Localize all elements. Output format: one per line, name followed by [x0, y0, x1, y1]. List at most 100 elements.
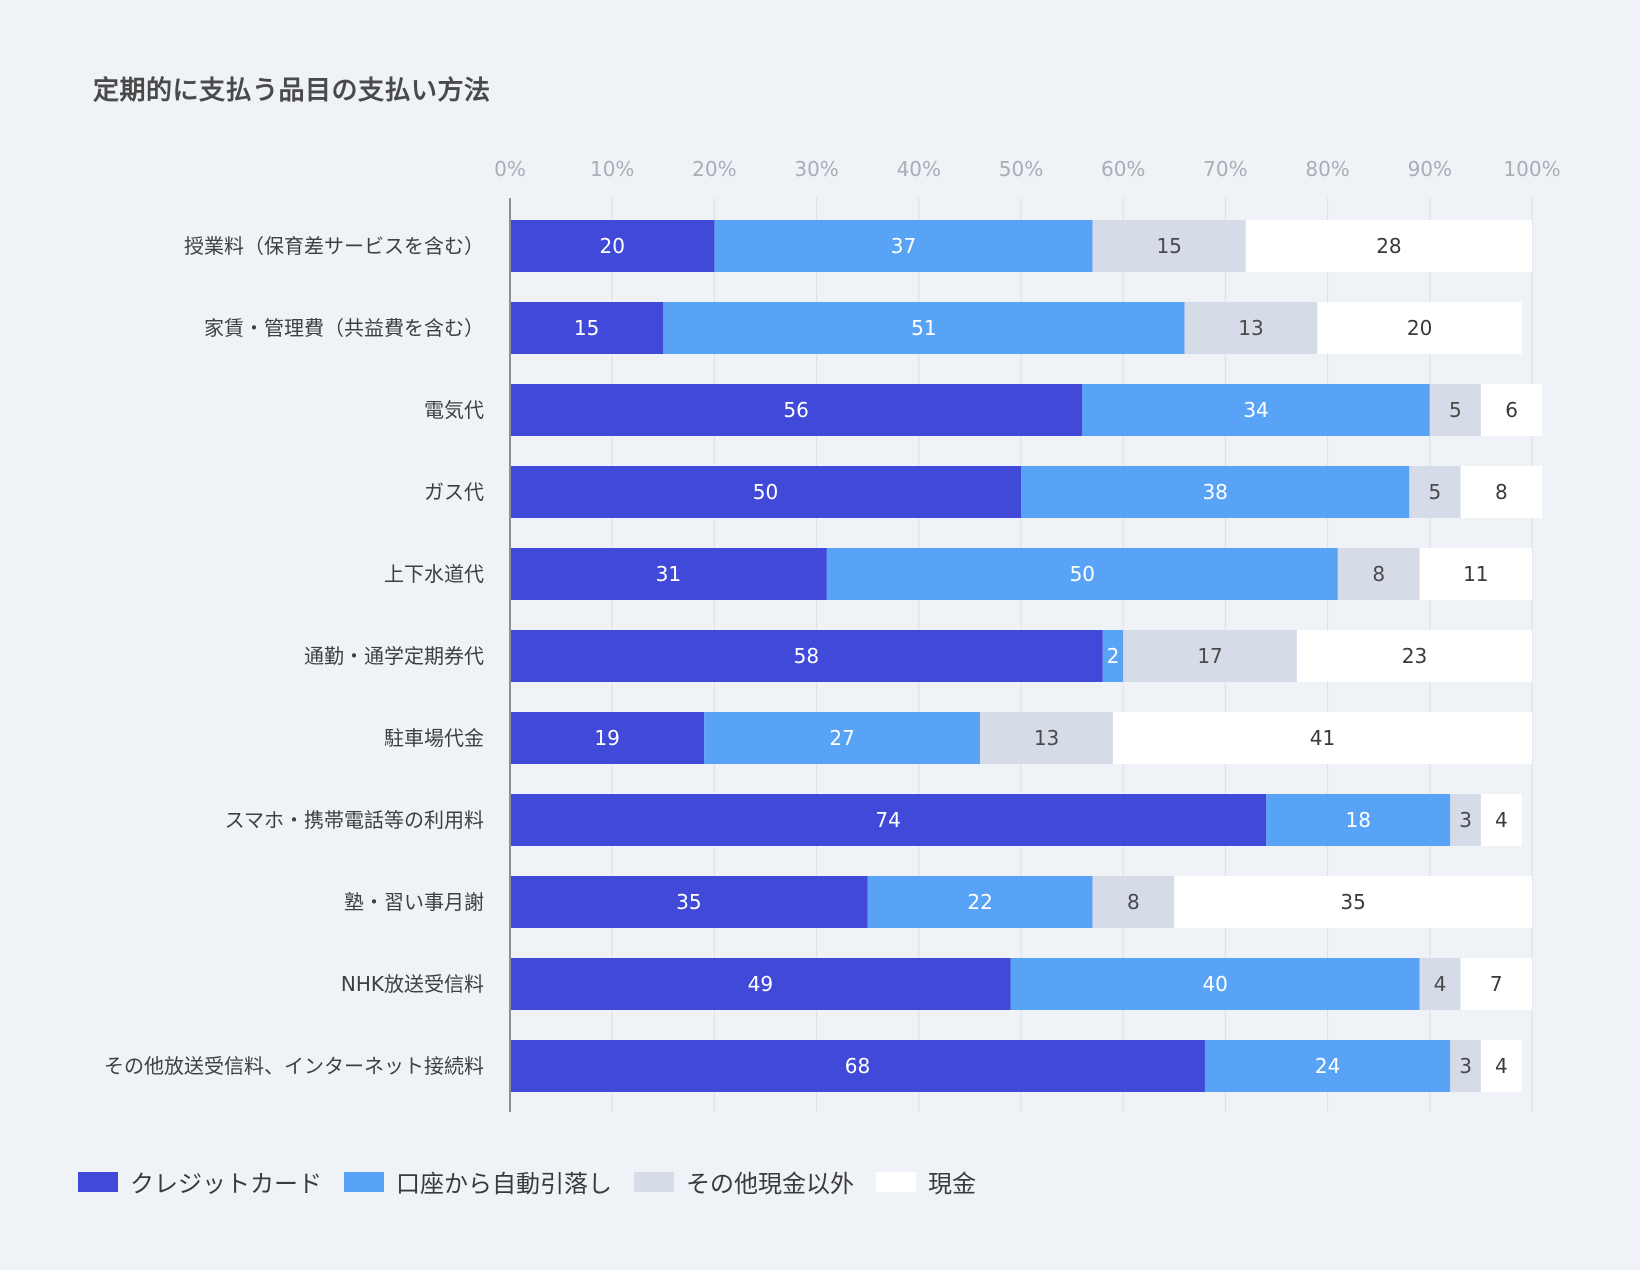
- bar-segment: [1174, 876, 1532, 928]
- data-label: 27: [829, 726, 854, 750]
- legend-label-cash: 現金: [928, 1170, 976, 1198]
- bar-segment: [510, 466, 1021, 518]
- bar-segment: [826, 548, 1338, 600]
- data-label: 18: [1346, 808, 1371, 832]
- bar-segment: [510, 384, 1083, 436]
- data-label: 13: [1034, 726, 1059, 750]
- data-label: 23: [1402, 644, 1427, 668]
- bar-segment: [1112, 712, 1532, 764]
- bar-segment: [1123, 630, 1297, 682]
- legend-swatch-other-non-cash: [634, 1171, 674, 1192]
- bar-segment: [1460, 466, 1543, 518]
- data-label: 2: [1107, 644, 1120, 668]
- bar-segment: [714, 220, 1093, 272]
- bar-segment: [1337, 548, 1420, 600]
- bar-segment: [510, 630, 1103, 682]
- bar-segment: [1480, 1040, 1522, 1092]
- data-label: 49: [748, 972, 773, 996]
- bar-segment: [1245, 220, 1532, 272]
- data-label: 22: [967, 890, 992, 914]
- legend-label-other-non-cash: その他現金以外: [686, 1170, 854, 1198]
- bar-segment: [1204, 1040, 1451, 1092]
- data-label: 3: [1459, 808, 1472, 832]
- data-label: 31: [656, 562, 681, 586]
- data-label: 5: [1449, 398, 1462, 422]
- bar-segment: [510, 794, 1267, 846]
- data-label: 40: [1202, 972, 1227, 996]
- data-label: 35: [1340, 890, 1365, 914]
- x-tick-label: 70%: [1203, 157, 1247, 181]
- data-label: 13: [1238, 316, 1263, 340]
- data-label: 15: [1156, 234, 1181, 258]
- bar-segment: [510, 302, 664, 354]
- x-tick-label: 20%: [692, 157, 736, 181]
- data-label: 50: [1070, 562, 1095, 586]
- x-tick-label: 40%: [897, 157, 941, 181]
- bar-segment: [1450, 794, 1481, 846]
- bar-segment: [1409, 466, 1461, 518]
- x-tick-label: 90%: [1408, 157, 1452, 181]
- data-label: 68: [845, 1054, 870, 1078]
- data-label: 15: [574, 316, 599, 340]
- category-label: スマホ・携帯電話等の利用料: [225, 808, 484, 832]
- data-label: 38: [1202, 480, 1227, 504]
- category-label: その他放送受信料、インターネット接続料: [104, 1054, 484, 1078]
- data-label: 74: [875, 808, 900, 832]
- x-tick-label: 0%: [494, 157, 526, 181]
- legend-label-credit-card: クレジットカード: [130, 1170, 322, 1198]
- legend-item-auto-debit: 口座から自動引落し: [344, 1164, 612, 1199]
- data-label: 28: [1376, 234, 1401, 258]
- x-tick-label: 100%: [1503, 157, 1560, 181]
- bar-segment: [510, 1040, 1205, 1092]
- bar-segment: [510, 958, 1011, 1010]
- data-label: 6: [1505, 398, 1518, 422]
- legend-swatch-credit-card: [78, 1171, 118, 1192]
- bar-segment: [1092, 876, 1175, 928]
- data-label: 8: [1372, 562, 1385, 586]
- bar-segment: [1450, 1040, 1481, 1092]
- category-label: 通勤・通学定期券代: [304, 644, 484, 668]
- data-label: 56: [783, 398, 808, 422]
- bar-segment: [510, 220, 715, 272]
- category-label: 家賃・管理費（共益費を含む）: [204, 316, 484, 340]
- x-tick-label: 60%: [1101, 157, 1145, 181]
- data-label: 19: [594, 726, 619, 750]
- bar-segment: [704, 712, 981, 764]
- legend-item-other-non-cash: その他現金以外: [634, 1164, 854, 1199]
- legend-item-cash: 現金: [876, 1164, 976, 1199]
- bar-segment: [1419, 548, 1532, 600]
- legend-swatch-cash: [876, 1171, 916, 1192]
- data-label: 50: [753, 480, 778, 504]
- bar-segment: [1184, 302, 1318, 354]
- data-label: 34: [1243, 398, 1268, 422]
- category-label: NHK放送受信料: [341, 972, 484, 996]
- bar-segment: [1010, 958, 1420, 1010]
- data-label: 41: [1310, 726, 1335, 750]
- data-label: 17: [1197, 644, 1222, 668]
- bar-segment: [1082, 384, 1430, 436]
- bar-segment: [1480, 384, 1543, 436]
- category-label: 電気代: [424, 398, 484, 422]
- bar-segment: [1021, 466, 1410, 518]
- data-label: 7: [1490, 972, 1503, 996]
- legend-label-auto-debit: 口座から自動引落し: [396, 1170, 612, 1198]
- bar-segment: [510, 548, 827, 600]
- data-label: 20: [599, 234, 624, 258]
- data-label: 51: [911, 316, 936, 340]
- chart-title: 定期的に支払う品目の支払い方法: [93, 76, 491, 106]
- bar-segment: [510, 876, 868, 928]
- data-label: 24: [1315, 1054, 1340, 1078]
- bar-segment: [663, 302, 1185, 354]
- bar-segment: [1317, 302, 1522, 354]
- data-label: 58: [794, 644, 819, 668]
- data-label: 20: [1407, 316, 1432, 340]
- x-tick-label: 50%: [999, 157, 1043, 181]
- category-label: 授業料（保育差サービスを含む）: [184, 234, 484, 258]
- bar-segment: [1480, 794, 1522, 846]
- category-label: ガス代: [424, 480, 484, 504]
- bar-segment: [867, 876, 1093, 928]
- data-label: 4: [1434, 972, 1447, 996]
- bar-segment: [1419, 958, 1461, 1010]
- category-label: 駐車場代金: [384, 726, 484, 750]
